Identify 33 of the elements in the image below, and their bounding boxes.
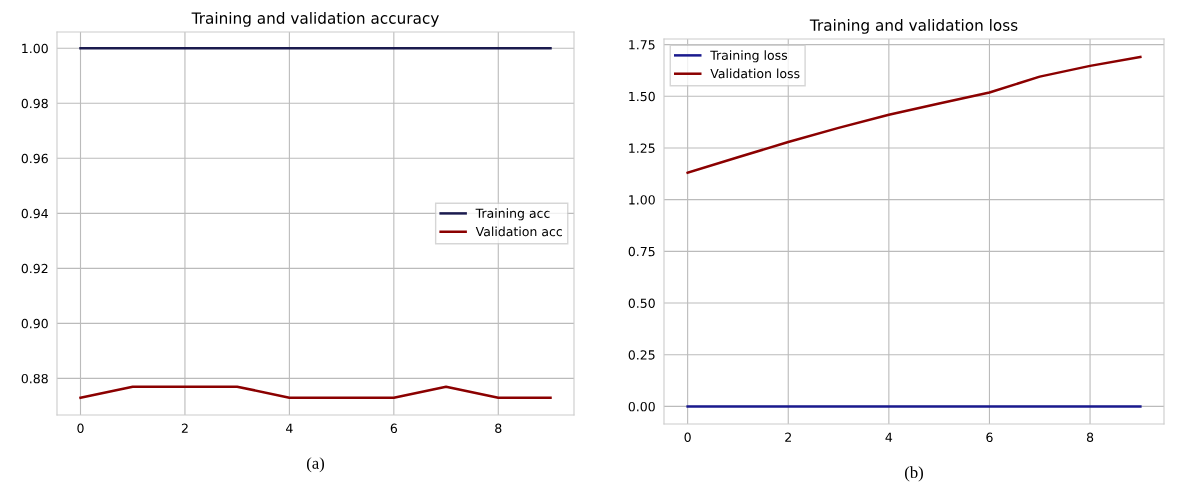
legend-label: Training loss — [710, 50, 788, 63]
x-tick-label: 0 — [684, 432, 691, 443]
x-tick-label: 4 — [885, 432, 893, 442]
x-tick-label: 8 — [1086, 432, 1094, 443]
legend-label: Validation acc — [475, 226, 562, 237]
y-tick-label: 1.00 — [22, 43, 48, 54]
text: (a) — [306, 457, 325, 473]
y-tick-label: 0.88 — [21, 373, 48, 384]
chart-title: Training and validation accuracy — [191, 12, 439, 27]
x-tick-label: 2 — [181, 423, 188, 433]
y-tick-label: 1.25 — [629, 143, 655, 153]
chart-title: Training and validation loss — [809, 19, 1018, 34]
x-tick-label: 0 — [77, 423, 84, 434]
x-tick-label: 6 — [390, 423, 398, 434]
text: (b) — [905, 466, 923, 482]
y-tick-label: 0.00 — [628, 401, 655, 412]
x-tick-label: 4 — [286, 423, 293, 433]
legend-label: Training acc — [475, 208, 550, 221]
legend-label: Validation loss — [710, 68, 800, 79]
y-tick-label: 0.98 — [21, 98, 48, 109]
y-tick-label: 0.94 — [21, 208, 48, 219]
x-tick-label: 2 — [785, 432, 791, 442]
y-tick-label: 0.96 — [21, 153, 48, 164]
x-tick-label: 6 — [986, 432, 993, 443]
y-tick-label: 0.25 — [628, 350, 655, 360]
y-tick-label: 1.75 — [629, 40, 655, 50]
y-tick-label: 0.90 — [21, 318, 48, 329]
y-tick-label: 1.50 — [629, 91, 655, 102]
y-tick-label: 0.50 — [628, 298, 655, 308]
y-tick-label: 0.75 — [628, 246, 655, 257]
x-tick-label: 8 — [495, 423, 502, 434]
y-tick-label: 1.00 — [629, 195, 655, 205]
y-tick-label: 0.92 — [21, 263, 48, 274]
